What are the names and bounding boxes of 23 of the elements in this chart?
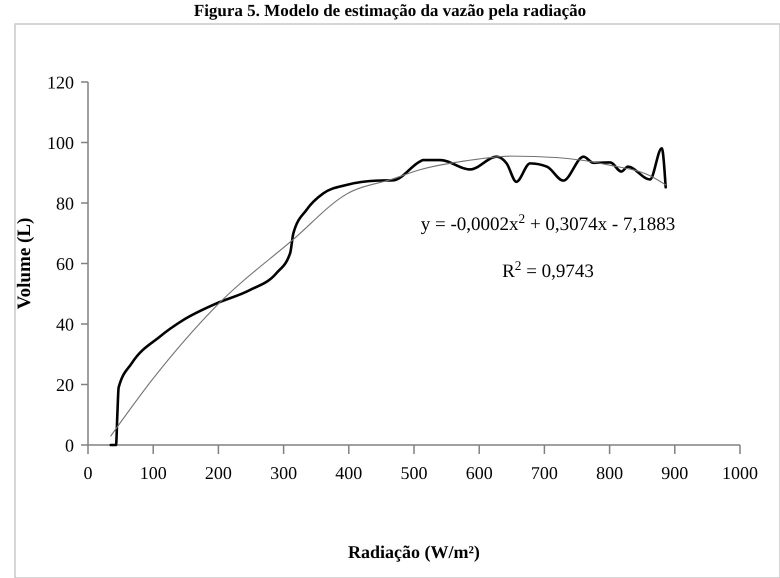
y-tick-label: 40 (56, 314, 74, 334)
y-tick-label: 120 (47, 72, 74, 92)
x-tick-label: 900 (661, 463, 688, 483)
y-tick-label: 80 (56, 193, 74, 214)
x-tick-label: 200 (204, 463, 232, 483)
x-tick-label: 700 (530, 463, 558, 483)
x-tick-label: 400 (335, 463, 362, 483)
x-tick-label: 800 (596, 463, 624, 483)
y-tick-label: 60 (56, 254, 74, 274)
x-axis-title: Radiação (W/m²) (348, 542, 480, 562)
x-tick-label: 1000 (722, 463, 758, 483)
y-axis-title: Volume (L) (14, 218, 35, 310)
x-tick-label: 100 (140, 463, 167, 483)
x-tick-label: 0 (84, 463, 92, 483)
x-tick-label: 600 (466, 463, 493, 483)
x-tick-label: 300 (270, 463, 298, 483)
annotation: R$^{2}$ = 0,9743 (502, 258, 594, 282)
x-tick-label: 500 (400, 463, 428, 483)
y-tick-label: 100 (47, 132, 74, 153)
chart-title: Figura 5. Modelo de estimação da vazão pela radiação (194, 1, 586, 20)
annotation: y = -0,0002x$^{2}$ + 0,3074x - 7,1883 (420, 210, 676, 235)
y-tick-label: 0 (65, 435, 74, 456)
y-tick-label: 20 (56, 374, 74, 395)
